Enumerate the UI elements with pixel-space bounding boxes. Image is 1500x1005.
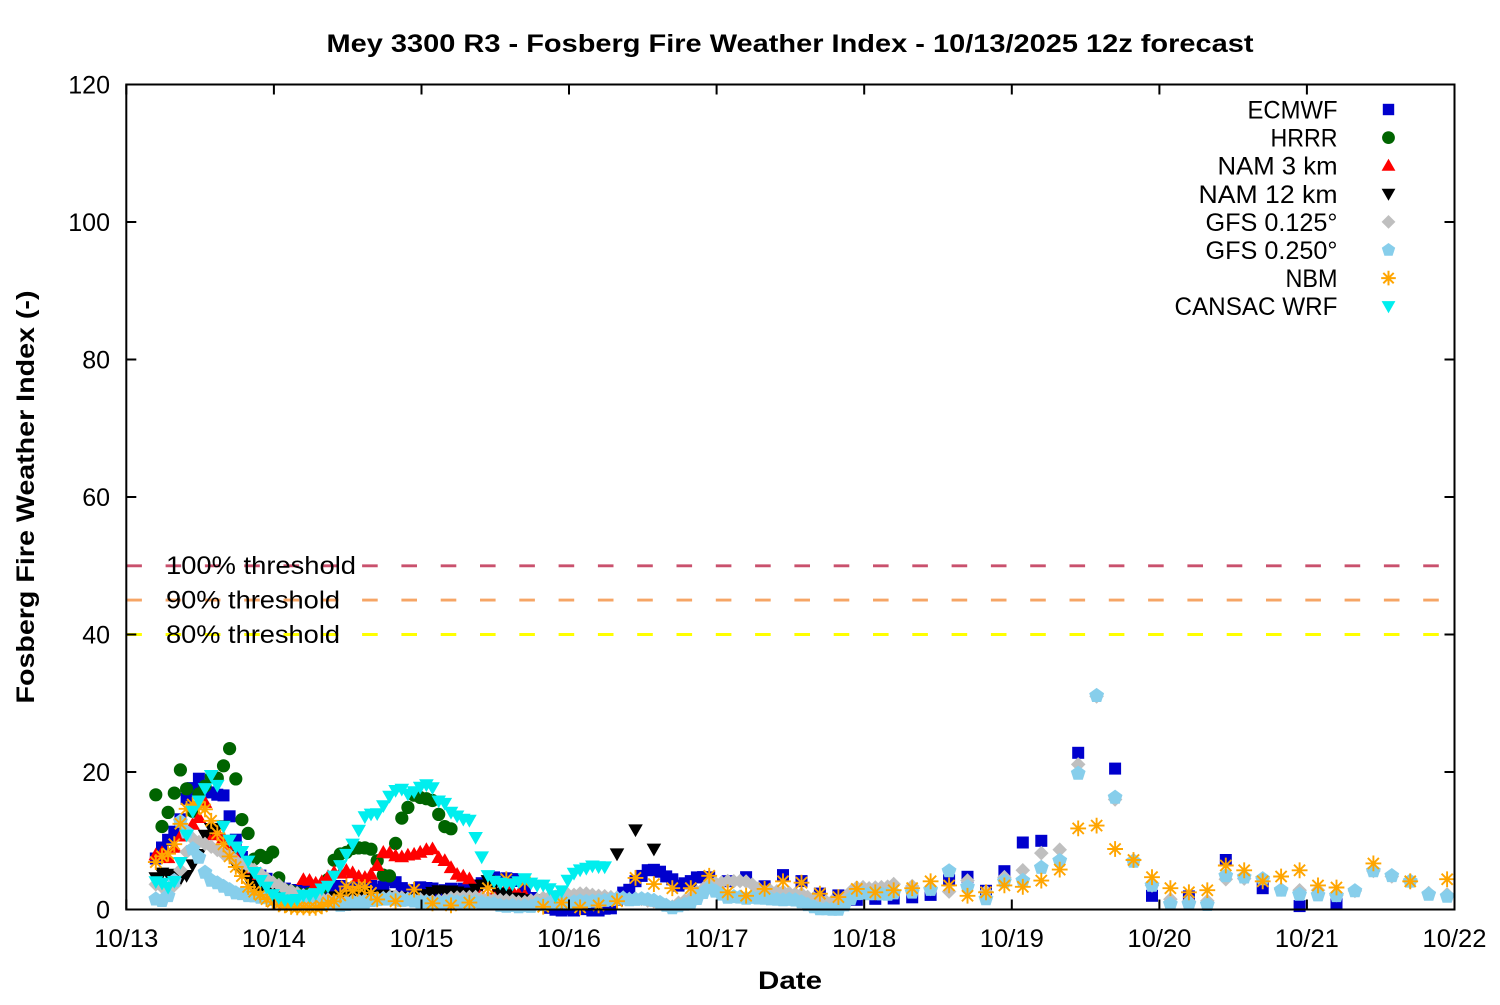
svg-text:80% threshold: 80% threshold (166, 621, 340, 649)
svg-text:10/20: 10/20 (1127, 925, 1191, 953)
svg-text:100% threshold: 100% threshold (166, 552, 356, 580)
svg-text:Fosberg Fire Weather Index (-): Fosberg Fire Weather Index (-) (12, 291, 40, 704)
svg-text:100: 100 (68, 209, 110, 237)
svg-text:GFS 0.125°: GFS 0.125° (1206, 209, 1338, 237)
svg-text:60: 60 (82, 484, 110, 512)
svg-text:0: 0 (96, 897, 110, 925)
svg-text:120: 120 (68, 72, 110, 100)
svg-text:20: 20 (82, 759, 110, 787)
svg-text:10/15: 10/15 (390, 925, 454, 953)
svg-text:NAM 3 km: NAM 3 km (1218, 153, 1338, 181)
svg-text:10/19: 10/19 (980, 925, 1044, 953)
svg-text:90% threshold: 90% threshold (166, 587, 340, 615)
svg-text:HRRR: HRRR (1271, 125, 1338, 153)
svg-text:10/21: 10/21 (1275, 925, 1339, 953)
svg-text:10/14: 10/14 (242, 925, 306, 953)
svg-text:Mey 3300 R3 - Fosberg Fire Wea: Mey 3300 R3 - Fosberg Fire Weather Index… (327, 30, 1255, 58)
svg-text:40: 40 (82, 622, 110, 650)
svg-text:10/17: 10/17 (685, 925, 749, 953)
svg-text:10/13: 10/13 (94, 925, 158, 953)
svg-text:10/16: 10/16 (537, 925, 601, 953)
svg-text:80: 80 (82, 347, 110, 375)
svg-text:10/18: 10/18 (832, 925, 896, 953)
svg-text:GFS 0.250°: GFS 0.250° (1206, 237, 1338, 265)
svg-text:Date: Date (758, 967, 822, 995)
svg-text:NBM: NBM (1286, 265, 1338, 293)
svg-text:CANSAC WRF: CANSAC WRF (1175, 293, 1338, 321)
svg-text:NAM 12 km: NAM 12 km (1199, 181, 1338, 209)
svg-text:ECMWF: ECMWF (1248, 97, 1338, 125)
svg-text:10/22: 10/22 (1423, 925, 1487, 953)
